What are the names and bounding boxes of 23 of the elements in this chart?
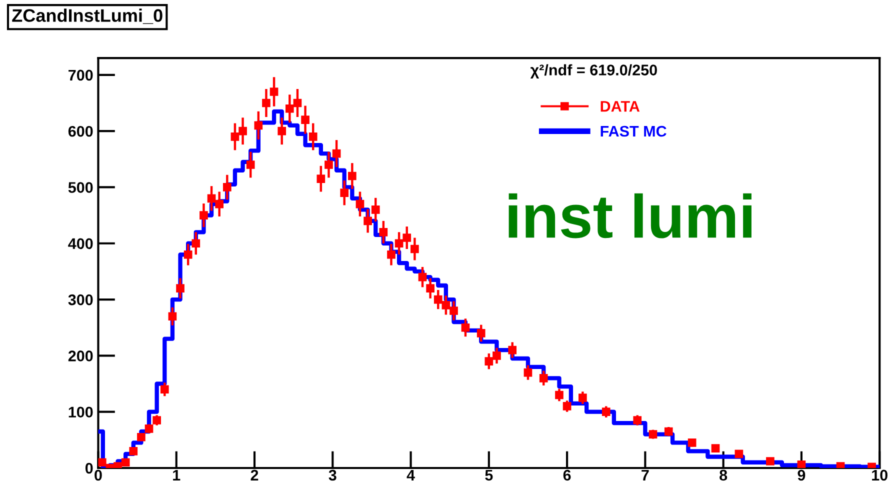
x-tick-label: 6: [563, 470, 571, 481]
x-tick-label: 2: [250, 470, 258, 480]
x-tick-label: 7: [642, 470, 649, 480]
legend-label: FAST MC: [600, 126, 666, 137]
x-tick-label: 4: [406, 470, 415, 480]
y-tick-label: 100: [68, 406, 93, 418]
x-tick-label: 5: [485, 470, 493, 481]
x-tick-label: 3: [328, 470, 336, 481]
annotation: inst lumi: [508, 193, 752, 238]
x-tick-label: 10: [872, 470, 888, 481]
legend-label: DATA: [600, 101, 640, 112]
y-tick-label: 700: [68, 70, 93, 81]
y-tick-label: 500: [68, 182, 93, 193]
x-tick-label: 9: [798, 470, 806, 481]
chart-title: ZCandInstLumi_0: [12, 8, 162, 24]
y-tick-label: 200: [68, 350, 93, 362]
y-tick-label: 400: [68, 238, 93, 250]
annotation: χ²/ndf = 619.0/250: [530, 64, 657, 78]
x-tick-label: 0: [94, 470, 102, 481]
y-tick-label: 300: [68, 294, 93, 306]
y-tick-label: 600: [68, 126, 93, 137]
x-tick-label: 1: [173, 470, 180, 480]
x-tick-label: 8: [720, 470, 728, 481]
